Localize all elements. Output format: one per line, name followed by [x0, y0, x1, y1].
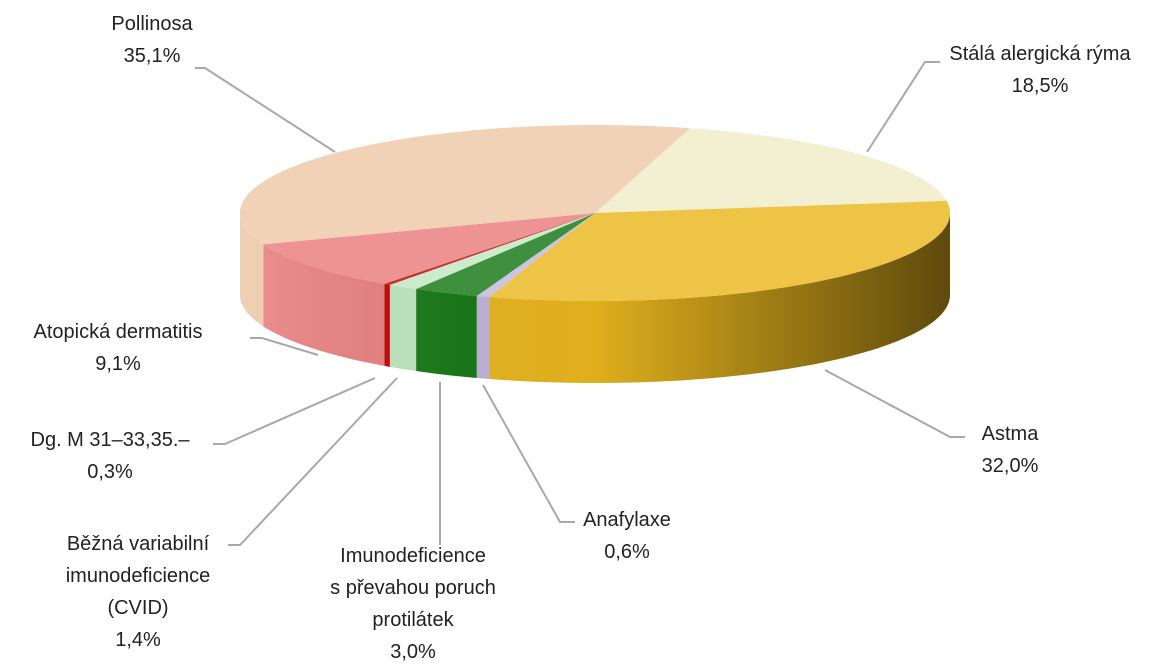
top-shade — [595, 128, 947, 213]
slice — [384, 213, 595, 285]
label-name: Imunodeficience s převahou poruch protilát… — [330, 545, 496, 631]
label-value: 3,0% — [390, 641, 436, 663]
label-value: 0,6% — [604, 541, 650, 563]
label-name: Dg. M 31–33,35.– — [31, 429, 191, 451]
label-name: Atopická dermatitis — [34, 321, 203, 343]
top-shade — [476, 213, 595, 298]
label-value: 0,3% — [87, 461, 133, 483]
slice — [595, 128, 947, 213]
side-shade — [416, 289, 477, 378]
top-shade — [384, 213, 595, 285]
leader-line — [824, 369, 965, 438]
slice — [489, 200, 950, 301]
side-shade — [384, 283, 390, 367]
leader-line — [228, 377, 398, 546]
side-shade — [489, 213, 950, 383]
label-value: 35,1% — [124, 45, 181, 67]
side-shade — [389, 284, 417, 372]
slice — [240, 125, 690, 245]
leader-line — [213, 377, 376, 445]
label-name: Anafylaxe — [583, 509, 671, 531]
top-shade — [240, 125, 690, 245]
label-name: Astma — [982, 423, 1040, 445]
leader-line — [482, 384, 575, 523]
slice — [389, 213, 595, 290]
side-shade — [240, 213, 264, 327]
top-shade — [416, 213, 595, 296]
leader-line — [250, 337, 319, 356]
leader-line — [866, 61, 940, 153]
label-name: Běžná variabilní imunodeficience (CVID) — [66, 533, 211, 619]
side-shade — [476, 295, 490, 380]
slice — [476, 213, 595, 298]
label-value: 32,0% — [982, 455, 1039, 477]
label-name: Pollinosa — [111, 13, 193, 35]
label-name: Stálá alergická rýma — [949, 43, 1131, 65]
slice — [416, 213, 595, 296]
top-shade — [263, 213, 595, 284]
label-value: 9,1% — [95, 353, 141, 375]
label-value: 1,4% — [115, 629, 161, 651]
side-shade — [263, 244, 385, 366]
leader-line — [195, 67, 336, 153]
top-shade — [489, 200, 950, 301]
slice — [263, 213, 595, 284]
top-shade — [389, 213, 595, 290]
label-value: 18,5% — [1012, 75, 1069, 97]
